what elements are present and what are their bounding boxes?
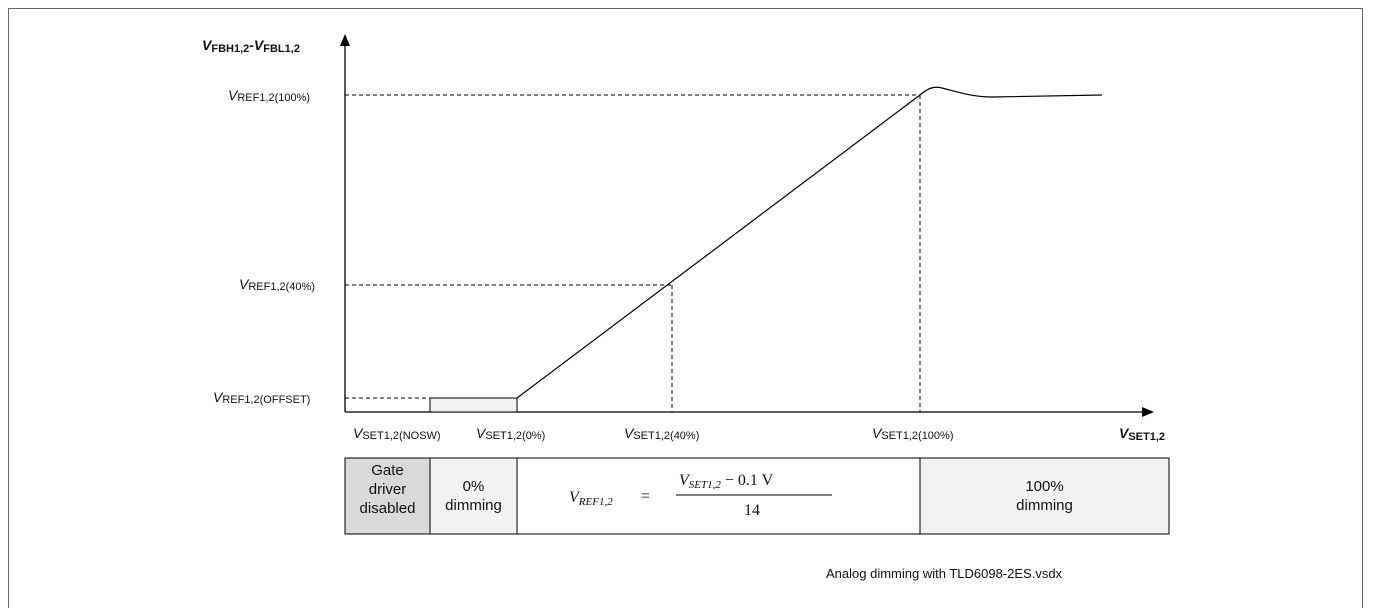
cell-formula [516,457,921,535]
y-axis-title: VFBH1,2-VFBL1,2 [202,37,300,55]
y-tick-ref-offset: VREF1,2(OFFSET) [213,389,310,406]
x-tick-0: VSET1,2(0%) [476,425,545,442]
zero-dimming-label: 0% dimming [445,478,502,514]
y-tick-ref-100: VREF1,2(100%) [228,87,310,104]
figure-caption: Analog dimming with TLD6098-2ES.vsdx [826,566,1063,581]
dimming-diagram: VFBH1,2-VFBL1,2 VSET1,2 VREF1,2(100%) VR… [202,34,1170,535]
svg-text:=: = [641,488,650,505]
svg-text:VREF1,2: VREF1,2 [569,489,613,508]
offset-region [429,397,518,413]
transfer-curve [516,86,1103,399]
gate-driver-label: Gate driver disabled [359,462,416,517]
svg-text:14: 14 [744,502,760,519]
x-tick-100: VSET1,2(100%) [872,425,954,442]
cell-0-dimming [429,457,518,535]
region-table [344,457,1170,535]
x-axis-title: VSET1,2 [1119,425,1165,443]
guide-lines [345,94,921,412]
x-tick-nosw: VSET1,2(NOSW) [353,425,441,442]
x-tick-40: VSET1,2(40%) [624,425,699,442]
figure-frame [8,8,1363,608]
y-tick-ref-40: VREF1,2(40%) [239,276,315,293]
svg-text:VSET1,2 − 0.1 V: VSET1,2 − 0.1 V [679,472,774,491]
cell-gate-disabled [344,457,431,535]
full-dimming-label: 100% dimming [1016,478,1073,514]
cell-100-dimming [919,457,1170,535]
reference-formula: VREF1,2 = VSET1,2 − 0.1 V 14 [569,472,832,519]
